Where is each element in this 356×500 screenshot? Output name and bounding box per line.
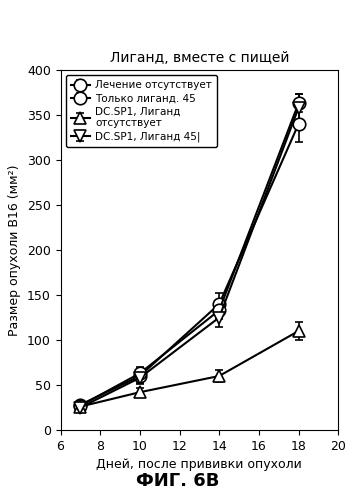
Y-axis label: Размер опухоли B16 (мм²): Размер опухоли B16 (мм²) — [9, 164, 21, 336]
Legend: Лечение отсутствует, Только лиганд. 45, DC.SP1, Лиганд
отсутствует, DC.SP1, Лига: Лечение отсутствует, Только лиганд. 45, … — [66, 75, 217, 147]
Text: ФИГ. 6В: ФИГ. 6В — [136, 472, 220, 490]
X-axis label: Дней, после прививки опухоли: Дней, после прививки опухоли — [96, 458, 302, 471]
Title: Лиганд, вместе с пищей: Лиганд, вместе с пищей — [110, 50, 289, 64]
